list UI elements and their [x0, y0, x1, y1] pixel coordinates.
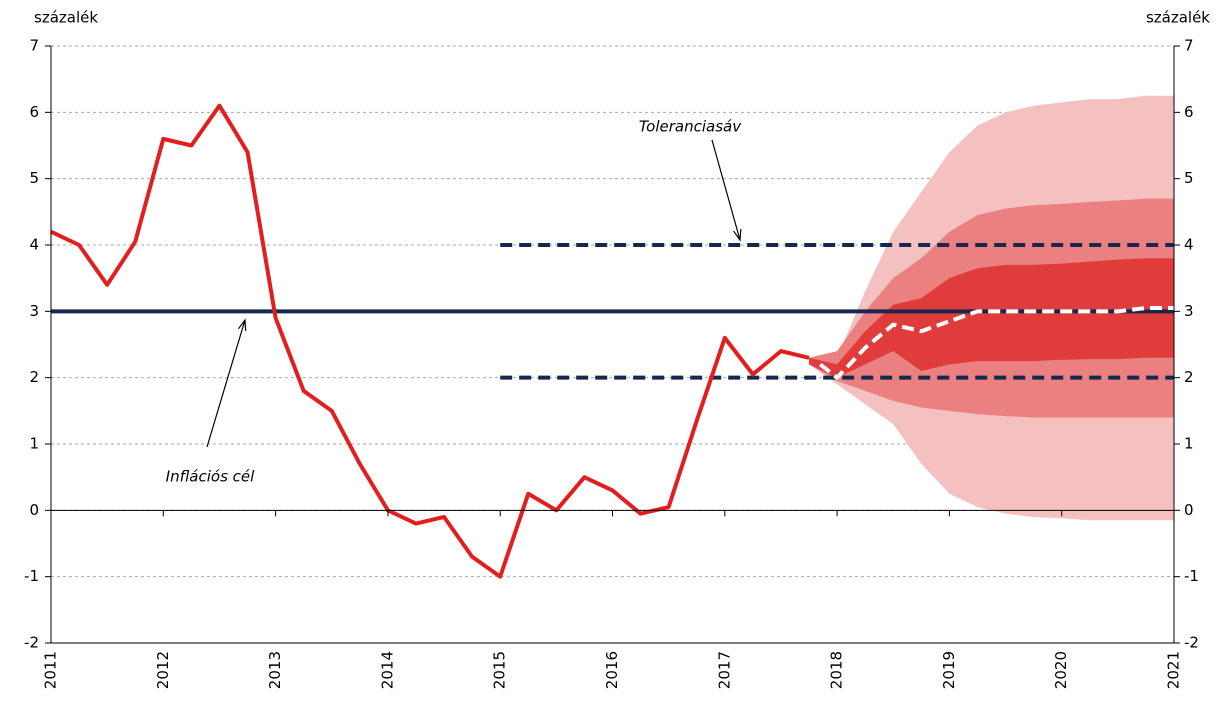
y-tick-label: 5 [29, 169, 39, 187]
annotation-arrow [711, 139, 741, 241]
x-tick-label: 2019 [940, 651, 958, 689]
y2-tick-label: 4 [1184, 236, 1194, 254]
y2-tick-label: 1 [1184, 435, 1194, 453]
y-tick-label: -2 [24, 634, 39, 652]
y2-tick-label: 0 [1184, 501, 1194, 519]
x-tick-label: 2020 [1052, 651, 1070, 689]
x-tick-label: 2018 [828, 651, 846, 689]
y-tick-label: 2 [29, 368, 39, 386]
data-line [819, 306, 1174, 380]
y2-tick-label: 7 [1184, 37, 1194, 55]
y2-tick-label: 6 [1184, 103, 1194, 121]
y-tick-label: -1 [24, 567, 39, 585]
x-tick-label: 2017 [715, 651, 733, 689]
x-tick-label: 2013 [266, 651, 284, 689]
y-axis-label-right: százalék [1146, 9, 1210, 27]
y-axis-label-left: százalék [34, 9, 98, 27]
y2-tick-label: 2 [1184, 368, 1194, 386]
y-tick-label: 1 [29, 435, 39, 453]
annotation: Toleranciasáv [639, 118, 742, 136]
y-tick-label: 7 [29, 37, 39, 55]
y2-tick-label: 5 [1184, 169, 1194, 187]
x-tick-label: 2021 [1165, 651, 1183, 689]
annotation: Inflációs cél [166, 468, 255, 486]
y-tick-label: 6 [29, 103, 39, 121]
annotation-arrow [206, 319, 246, 448]
y-tick-label: 4 [29, 236, 39, 254]
fan-band [809, 258, 1174, 378]
data-line [50, 103, 810, 579]
arrow-head [733, 228, 742, 242]
x-tick-label: 2015 [491, 651, 509, 689]
y-tick-label: 0 [29, 501, 39, 519]
y2-tick-label: -1 [1184, 567, 1199, 585]
x-tick-label: 2012 [154, 651, 172, 689]
y2-tick-label: 3 [1184, 302, 1194, 320]
y-tick-label: 3 [29, 302, 39, 320]
x-tick-label: 2016 [603, 651, 621, 689]
y2-tick-label: -2 [1184, 634, 1199, 652]
arrow-head [237, 318, 247, 332]
x-tick-label: 2011 [42, 651, 60, 689]
x-tick-label: 2014 [378, 651, 396, 689]
